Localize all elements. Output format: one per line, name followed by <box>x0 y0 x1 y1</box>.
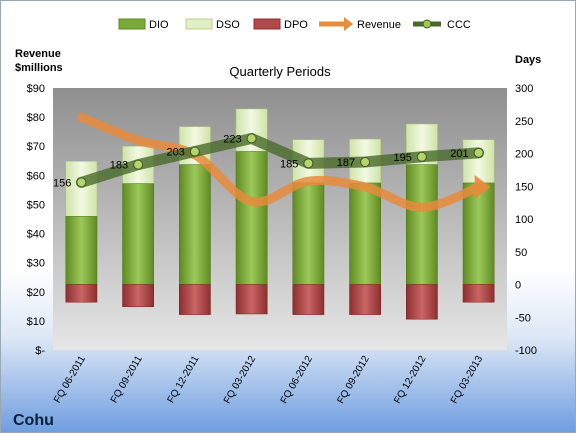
ccc-data-label: 187 <box>337 157 355 169</box>
ccc-series: 156 183 203 223 185 187 195 201 <box>53 132 485 189</box>
ccc-marker <box>303 158 314 169</box>
left-tick-label: $20 <box>27 287 45 299</box>
left-tick-label: $60 <box>27 170 45 182</box>
dio-bar <box>65 216 98 285</box>
ccc-marker <box>76 177 87 188</box>
revenue-arrowhead <box>474 174 491 199</box>
company-name: Cohu <box>13 412 54 429</box>
legend-label-revenue: Revenue <box>357 19 401 31</box>
legend-swatch-dpo <box>253 18 281 30</box>
chart-title: Quarterly Periods <box>229 64 331 79</box>
right-tick-label: -100 <box>515 345 537 357</box>
dpo-bar <box>462 284 495 303</box>
category-label: FQ 06-2011 <box>52 354 88 405</box>
dpo-bar <box>406 284 438 320</box>
ccc-data-label: 195 <box>394 152 412 164</box>
legend-label-ccc: CCC <box>447 19 471 31</box>
ccc-marker <box>360 157 371 168</box>
left-tick-label: $40 <box>27 229 45 241</box>
right-tick-label: 300 <box>515 83 533 95</box>
dpo-bar <box>65 284 98 303</box>
dio-bar <box>292 182 325 285</box>
legend: DIO DSO DPO Revenue CCC <box>118 17 471 31</box>
right-tick-label: 100 <box>515 214 533 226</box>
dio-bar <box>122 183 154 285</box>
ccc-data-label: 183 <box>110 160 128 172</box>
legend-marker-ccc <box>422 19 432 29</box>
ccc-marker <box>189 146 200 157</box>
ccc-data-label: 201 <box>450 148 468 160</box>
bar-group <box>65 108 495 320</box>
left-tick-label: $70 <box>27 141 45 153</box>
category-label: FQ 12-2012 <box>392 354 428 406</box>
right-axis: -100 -50 0 50 100 150 200 250 300 <box>515 83 537 357</box>
right-tick-label: -50 <box>515 312 531 324</box>
legend-label-dpo: DPO <box>284 19 308 31</box>
dpo-bar <box>349 284 381 315</box>
right-tick-label: 50 <box>515 247 527 259</box>
plot-area <box>53 88 507 350</box>
left-tick-label: $50 <box>27 199 45 211</box>
left-tick-label: $90 <box>27 83 45 95</box>
left-tick-label: $- <box>35 345 45 357</box>
dpo-bar <box>122 284 154 308</box>
ccc-marker <box>416 151 427 162</box>
dpo-bar <box>292 284 325 315</box>
legend-swatch-dio <box>118 18 146 30</box>
left-tick-label: $30 <box>27 258 45 270</box>
left-axis-title-line1: Revenue <box>15 48 61 60</box>
category-label: FQ 09-2011 <box>109 354 145 405</box>
dpo-bar <box>179 284 211 315</box>
ccc-data-label: 185 <box>280 158 298 170</box>
left-tick-label: $80 <box>27 112 45 124</box>
dio-bar <box>462 182 495 285</box>
category-label: FQ 09-2012 <box>336 354 372 406</box>
category-label: FQ 12-2011 <box>166 354 202 405</box>
left-axis: $- $10 $20 $30 $40 $50 $60 $70 $80 $90 <box>27 83 46 357</box>
left-axis-title-line2: $millions <box>15 62 63 74</box>
category-label: FQ 03-2012 <box>222 354 258 406</box>
ccc-data-label: 156 <box>53 177 71 189</box>
legend-arrow-revenue <box>344 17 353 31</box>
dso-bar <box>462 139 495 184</box>
dio-bar <box>235 151 268 285</box>
dso-bar <box>65 161 98 217</box>
ccc-marker <box>133 159 144 170</box>
right-tick-label: 250 <box>515 116 533 128</box>
legend-label-dso: DSO <box>216 19 240 31</box>
revenue-line <box>76 112 484 212</box>
right-axis-title: Days <box>515 54 541 66</box>
ccc-data-label: 223 <box>223 133 241 145</box>
dpo-bar <box>235 284 268 315</box>
category-axis: FQ 06-2011 FQ 09-2011 FQ 12-2011 FQ 03-2012… <box>52 354 485 406</box>
revenue-series <box>76 112 491 212</box>
category-label: FQ 06-2012 <box>279 354 315 406</box>
ccc-marker <box>473 147 484 158</box>
category-label: FQ 03-2013 <box>449 354 485 406</box>
legend-swatch-dso <box>185 18 213 30</box>
dio-bar <box>349 182 381 285</box>
right-tick-label: 0 <box>515 280 521 292</box>
ccc-line <box>75 132 485 188</box>
right-tick-label: 150 <box>515 181 533 193</box>
left-tick-label: $10 <box>27 316 45 328</box>
dio-bar <box>179 164 211 285</box>
right-tick-label: 200 <box>515 149 533 161</box>
legend-label-dio: DIO <box>149 19 169 31</box>
ccc-data-label: 203 <box>167 147 185 159</box>
dio-bar <box>406 164 438 285</box>
ccc-marker <box>246 133 257 144</box>
